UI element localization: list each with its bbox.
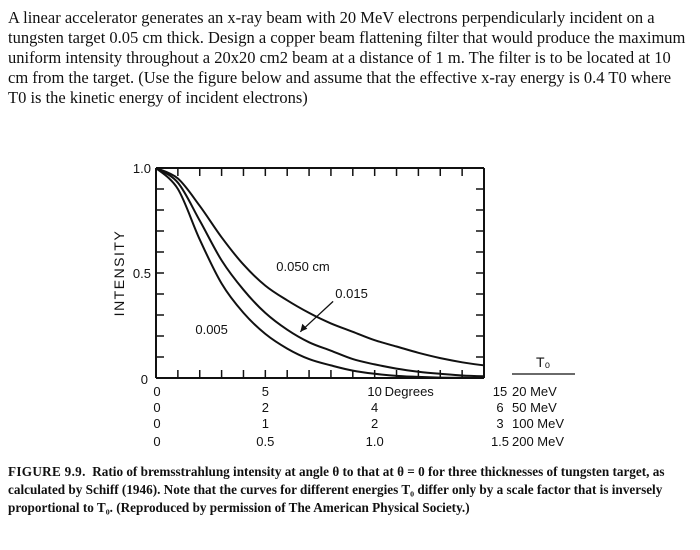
x-tick-label-row-1: 0 — [153, 400, 160, 415]
series-line-1 — [155, 167, 485, 378]
figure-caption: FIGURE 9.9. Ratio of bremsstrahlung inte… — [8, 463, 692, 517]
energy-label: 100 MeV — [512, 416, 564, 431]
energy-label: 20 MeV — [512, 384, 557, 399]
x-tick-label-row-1: 2 — [262, 400, 269, 415]
x-tick-label-row-2: 0 — [153, 416, 160, 431]
series-label-0015: 0.015 — [335, 286, 368, 301]
y-tick-label: 0.5 — [133, 266, 151, 281]
x-tick-label-row-2: 2 — [371, 416, 378, 431]
series-line-0 — [155, 167, 485, 367]
series-label-arrow — [299, 300, 334, 333]
caption-text: Ratio of bremsstrahlung intensity at ang… — [8, 464, 665, 515]
x-axis-unit-label: Degrees — [385, 384, 435, 399]
caption-label: FIGURE 9.9. — [8, 464, 86, 479]
x-tick-label-row-3: 0 — [153, 434, 160, 449]
series-line-2 — [155, 167, 485, 379]
series-label-arrowhead — [300, 323, 308, 332]
y-axis-title: INTENSITY — [111, 230, 127, 317]
x-tick-label-row-2: 1 — [262, 416, 269, 431]
energy-header: T₀ — [536, 354, 551, 370]
x-tick-label-row-3: 1.0 — [366, 434, 384, 449]
series-label-0005: 0.005 — [195, 322, 228, 337]
x-tick-label-row-2: 3 — [496, 416, 503, 431]
series-label-0050: 0.050 cm — [276, 259, 329, 274]
y-tick-label: 1.0 — [133, 161, 151, 176]
question-text: A linear accelerator generates an x-ray … — [8, 8, 686, 107]
x-tick-label-row-0: 15 — [493, 384, 507, 399]
y-tick-label: 0 — [141, 372, 148, 387]
x-tick-label-row-0: 0 — [153, 384, 160, 399]
x-tick-label-row-3: 0.5 — [256, 434, 274, 449]
x-tick-label-row-1: 6 — [496, 400, 503, 415]
x-tick-label-row-0: 5 — [262, 384, 269, 399]
x-tick-label-row-0: 10 — [367, 384, 381, 399]
x-tick-label-row-1: 4 — [371, 400, 378, 415]
x-tick-label-row-3: 1.5 — [491, 434, 509, 449]
energy-label: 50 MeV — [512, 400, 557, 415]
energy-label: 200 MeV — [512, 434, 564, 449]
